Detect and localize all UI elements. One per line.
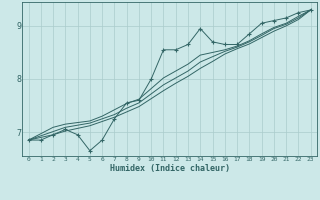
X-axis label: Humidex (Indice chaleur): Humidex (Indice chaleur)	[110, 164, 230, 173]
